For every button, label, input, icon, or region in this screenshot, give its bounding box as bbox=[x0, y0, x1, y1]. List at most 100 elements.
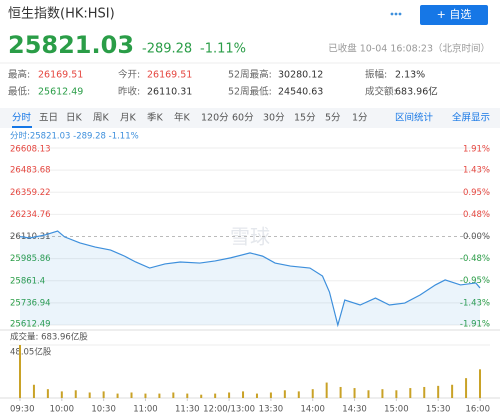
follow-button-label[interactable]: + 自选 bbox=[437, 8, 472, 21]
price: 25821.03 bbox=[8, 31, 134, 59]
volume-bar bbox=[74, 390, 77, 398]
change: -289.28 bbox=[142, 42, 192, 57]
x-tick-label: 13:30 bbox=[259, 405, 284, 415]
tab[interactable]: 分时 bbox=[12, 112, 32, 124]
more-icon[interactable] bbox=[390, 12, 402, 16]
y-tick-label: 25861.4 bbox=[10, 276, 45, 286]
x-tick-label: 15:00 bbox=[384, 405, 409, 415]
stat-label: 52周最高: bbox=[228, 69, 272, 81]
stat-value: 25612.49 bbox=[38, 87, 83, 98]
price-line bbox=[19, 230, 481, 328]
tab[interactable]: 120分 bbox=[201, 113, 229, 124]
volume-bar bbox=[130, 392, 133, 398]
tab-bar bbox=[0, 108, 500, 128]
x-tick-label: 09:30 bbox=[10, 405, 35, 415]
y-tick-label: 26483.68 bbox=[10, 166, 51, 176]
volume-bar bbox=[200, 394, 203, 398]
y-tick-label: 26110.31 bbox=[10, 232, 51, 242]
volume-bar bbox=[451, 384, 454, 398]
tab[interactable]: 15分 bbox=[294, 113, 316, 124]
price-area bbox=[20, 231, 480, 326]
volume-bar bbox=[88, 392, 91, 398]
x-tick-label: 12:00/13:00 bbox=[203, 405, 255, 415]
stat-value: 26110.31 bbox=[147, 87, 192, 98]
volume-bar bbox=[297, 391, 300, 398]
stat-value: 683.96亿 bbox=[395, 86, 438, 98]
tab[interactable]: 五日 bbox=[39, 113, 58, 124]
market-status: 已收盘 10-04 16:08:23（北京时间） bbox=[328, 43, 490, 55]
y-tick-label: 25612.49 bbox=[10, 320, 51, 330]
volume-bar bbox=[395, 390, 398, 398]
tab[interactable]: 周K bbox=[93, 113, 110, 124]
x-tick-label: 11:00 bbox=[133, 405, 158, 415]
volume-bar bbox=[214, 393, 217, 398]
volume-bar bbox=[228, 392, 231, 398]
volume-bar bbox=[46, 389, 49, 398]
volume-bar bbox=[283, 390, 286, 398]
tab[interactable]: 年K bbox=[174, 112, 191, 124]
volume-bar bbox=[158, 393, 161, 398]
x-tick-label: 16:00 bbox=[466, 405, 491, 415]
x-tick-label: 14:00 bbox=[300, 405, 325, 415]
y2-tick-label: 0.48% bbox=[463, 210, 490, 220]
y-tick-label: 26234.76 bbox=[10, 210, 51, 220]
volume-bar bbox=[32, 384, 35, 398]
y2-tick-label: 0.00% bbox=[463, 232, 490, 242]
volume-bar bbox=[325, 382, 328, 398]
y-tick-label: 26359.22 bbox=[10, 188, 51, 198]
y-tick-label: 25985.86 bbox=[10, 254, 51, 264]
y2-tick-label: 0.95% bbox=[463, 188, 490, 198]
tab[interactable]: 日K bbox=[66, 113, 83, 124]
stat-label: 52周最低: bbox=[228, 86, 272, 98]
volume-bar bbox=[339, 386, 342, 398]
volume-bar bbox=[409, 388, 412, 398]
stat-label: 今开: bbox=[118, 69, 140, 81]
tab[interactable]: 1分 bbox=[352, 113, 368, 124]
change-pct: -1.11% bbox=[200, 42, 246, 57]
y2-tick-label: -0.95% bbox=[460, 276, 490, 286]
stat-value: 2.13% bbox=[395, 70, 425, 81]
x-tick-label: 11:30 bbox=[175, 405, 200, 415]
volume-bar bbox=[269, 392, 272, 398]
volume-bar bbox=[60, 391, 63, 398]
volume-bar bbox=[102, 391, 105, 398]
stat-value: 26169.51 bbox=[147, 70, 192, 81]
volume-bar bbox=[479, 369, 481, 398]
tab[interactable]: 季K bbox=[147, 112, 164, 124]
y2-tick-label: 1.43% bbox=[463, 166, 490, 176]
volume-bar bbox=[423, 386, 426, 398]
follow-button[interactable] bbox=[420, 5, 488, 25]
y-tick-label: 25736.94 bbox=[10, 298, 51, 308]
volume-bar bbox=[465, 378, 468, 398]
tab[interactable]: 30分 bbox=[263, 113, 285, 124]
chart-legend: 分时:25821.03 -289.28 -1.11% bbox=[10, 131, 139, 142]
stat-label: 最低: bbox=[8, 86, 30, 98]
x-tick-label: 15:30 bbox=[426, 405, 451, 415]
y-tick-label: 26608.13 bbox=[10, 145, 51, 155]
stat-value: 30280.12 bbox=[278, 70, 323, 81]
stat-label: 成交额: bbox=[365, 86, 397, 98]
y2-tick-label: 1.91% bbox=[463, 145, 490, 155]
x-tick-label: 10:00 bbox=[50, 405, 75, 415]
volume-bar bbox=[367, 390, 370, 398]
volume-title: 成交量: 683.96亿股 bbox=[10, 332, 88, 343]
y2-tick-label: -1.91% bbox=[460, 320, 490, 330]
volume-bar bbox=[116, 393, 119, 398]
y2-tick-label: -0.48% bbox=[460, 254, 490, 264]
tab[interactable]: 月K bbox=[120, 113, 137, 124]
volume-bar bbox=[172, 392, 175, 398]
stat-value: 26169.51 bbox=[38, 70, 83, 81]
tab-action[interactable]: 区间统计 bbox=[395, 112, 434, 124]
x-tick-label: 10:30 bbox=[91, 405, 116, 415]
stat-value: 24540.63 bbox=[278, 87, 323, 98]
tab-action[interactable]: 全屏显示 bbox=[452, 112, 490, 124]
tab[interactable]: 5分 bbox=[325, 113, 341, 124]
volume-bar bbox=[19, 345, 21, 398]
volume-bar bbox=[353, 388, 356, 398]
volume-bar bbox=[242, 391, 245, 398]
volume-bar bbox=[437, 385, 440, 398]
page-title: 恒生指数(HK:HSI) bbox=[8, 7, 115, 22]
tab[interactable]: 60分 bbox=[232, 113, 254, 124]
y2-tick-label: -1.43% bbox=[460, 298, 490, 308]
